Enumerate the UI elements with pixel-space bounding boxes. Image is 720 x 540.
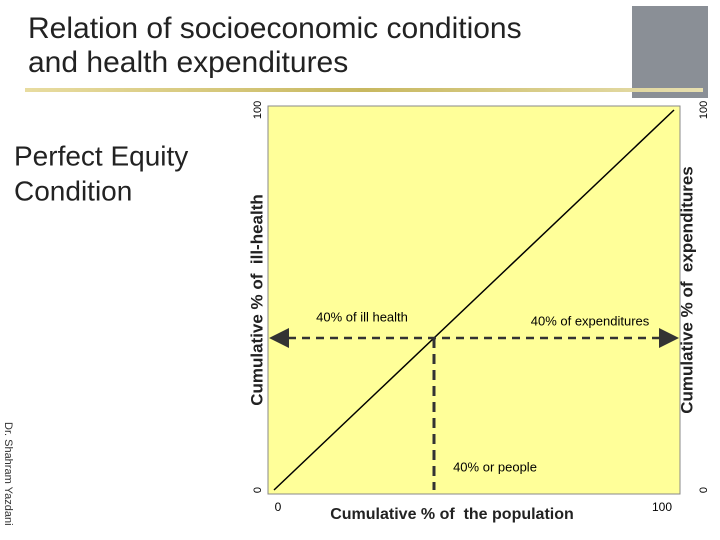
y2-tick-label: 100 [698,101,710,119]
annotation: 40% or people [453,459,537,474]
annotation: 40% of ill health [316,309,408,324]
author: Dr. Shahram Yazdani [2,422,14,526]
annotation: 40% of expenditures [531,313,650,328]
x-tick-label: 0 [275,500,282,514]
x-axis-title: Cumulative % of the population [330,506,574,523]
x-tick-label: 100 [652,500,672,514]
y2-axis-title: Cumulative % of expenditures [677,166,696,414]
decorative-image [632,6,708,98]
title-rule [25,88,703,92]
y-tick-label: 100 [252,101,264,119]
title: Relation of socioeconomic conditions [28,12,522,45]
y2-tick-label: 0 [698,487,710,493]
y-tick-label: 0 [252,487,264,493]
subtitle: Condition [14,175,132,206]
y-axis-title: Cumulative % of ill-health [247,194,266,406]
equality-line [273,109,675,491]
subtitle: Perfect Equity [14,140,188,171]
title: and health expenditures [28,46,348,79]
